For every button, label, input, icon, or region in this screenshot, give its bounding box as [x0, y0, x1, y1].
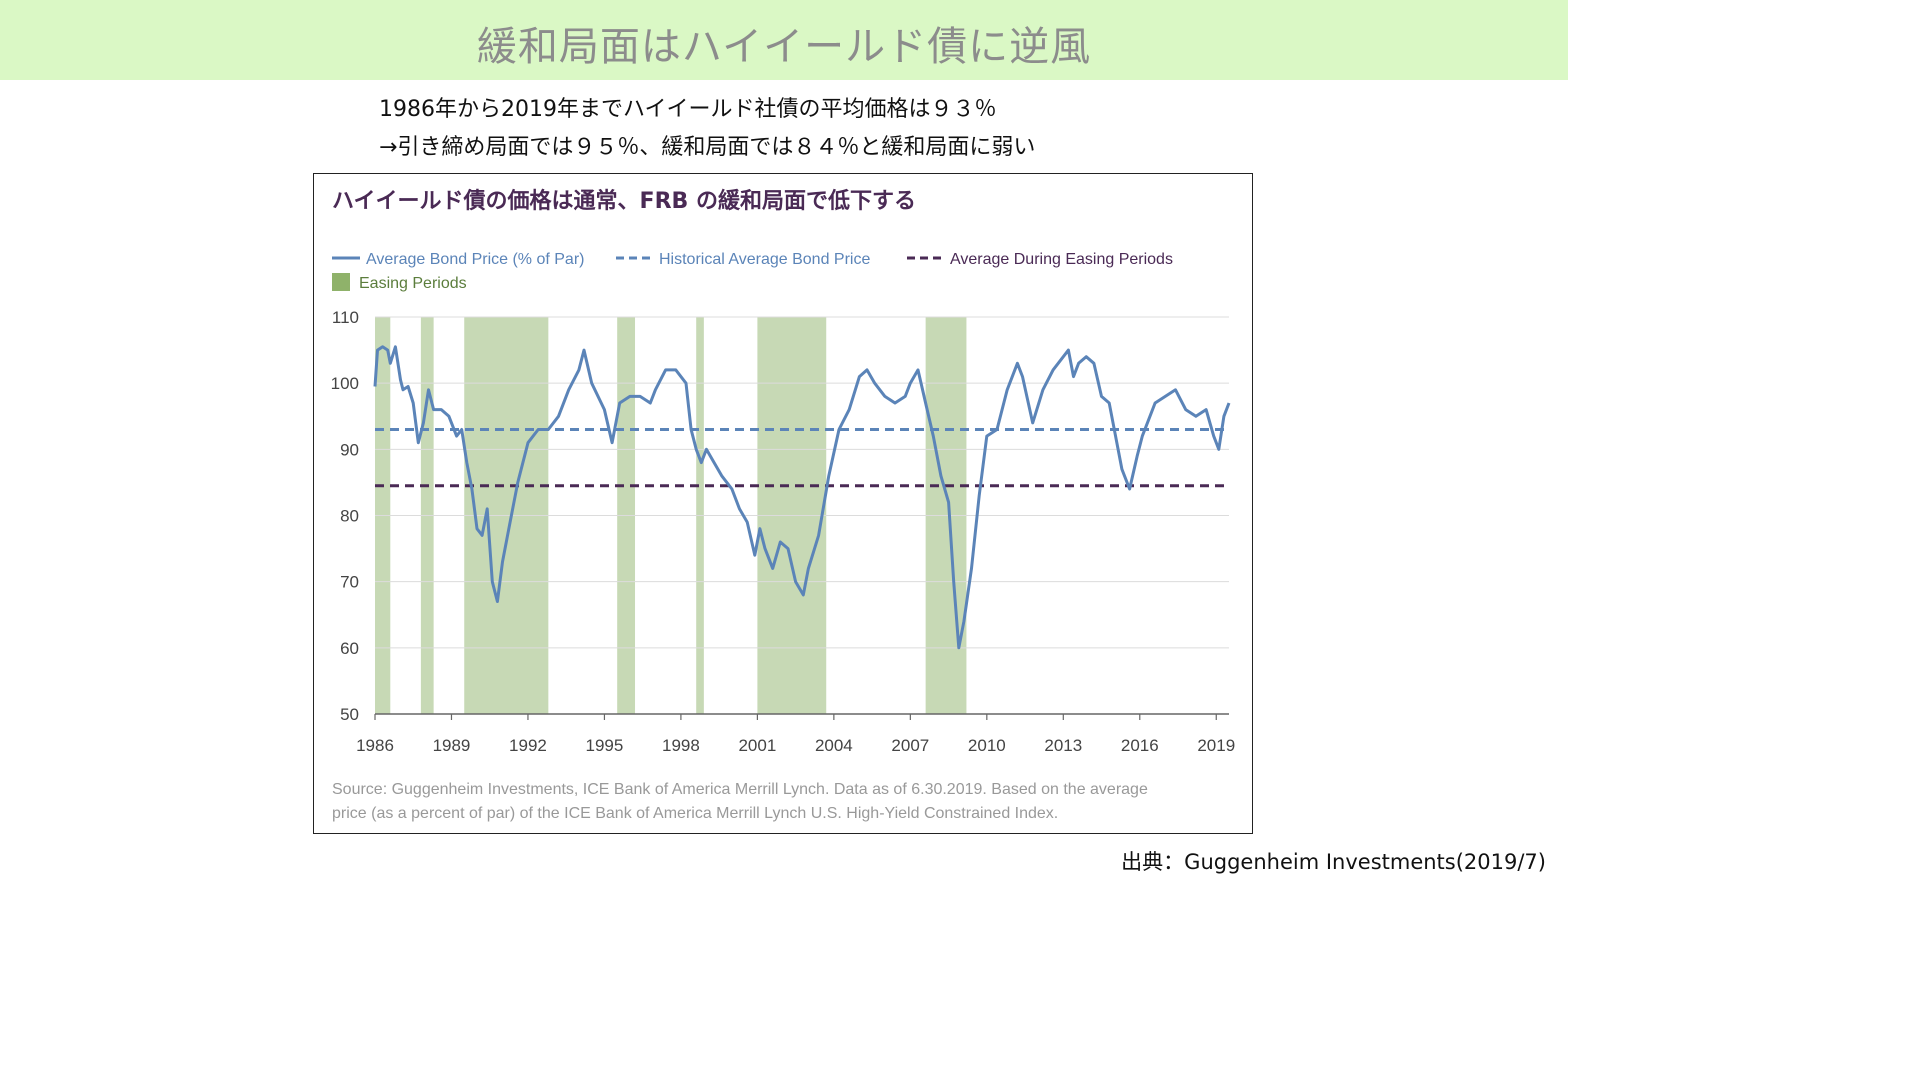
summary-line-2: →引き締め局面では９５％、緩和局面では８４％と緩和局面に弱い [379, 135, 1036, 160]
x-tick-label: 2007 [891, 736, 929, 755]
x-tick-label: 2016 [1121, 736, 1159, 755]
source-credit: 出典：Guggenheim Investments(2019/7) [1121, 850, 1546, 874]
axes: 110 100 90 80 70 60 50 1986 1989 1992 1995 1998 2001… [331, 308, 1236, 755]
page-title: 緩和局面はハイイールド債に逆風 [476, 24, 1092, 70]
chart-canvas: 110 100 90 80 70 60 50 1986 1989 1992 1995 1998 2001… [331, 188, 1236, 822]
x-tick-label: 2013 [1044, 736, 1082, 755]
y-tick-label: 50 [340, 705, 359, 724]
legend-easing-label: Easing Periods [359, 275, 467, 292]
y-tick-label: 110 [332, 308, 359, 327]
x-tick-label: 1992 [509, 736, 547, 755]
title-banner: 緩和局面はハイイールド債に逆風 [0, 0, 1568, 80]
y-tick-label: 60 [340, 639, 359, 658]
legend: Average Bond Price (% of Par) Historical… [332, 251, 1173, 292]
x-tick-label: 2019 [1197, 736, 1235, 755]
gridlines [375, 316, 1229, 649]
chart-panel: 110 100 90 80 70 60 50 1986 1989 1992 1995 1998 2001… [313, 173, 1253, 834]
y-tick-label: 70 [340, 573, 359, 592]
price-series-line [373, 345, 1231, 650]
source-note-line-2: price (as a percent of par) of the ICE B… [332, 805, 1058, 822]
x-tick-label: 1989 [433, 736, 471, 755]
y-tick-label: 80 [340, 507, 359, 526]
y-tick-label: 90 [340, 440, 359, 459]
legend-price-label: Average Bond Price (% of Par) [366, 251, 584, 268]
x-tick-label: 2004 [815, 736, 853, 755]
summary-line-1: 1986年から2019年までハイイールド社債の平均価格は９３％ [379, 97, 997, 122]
legend-easing-swatch [332, 273, 350, 291]
chart-title: ハイイールド債の価格は通常、FRB の緩和局面で低下する [332, 188, 916, 214]
x-tick-label: 2001 [738, 736, 776, 755]
legend-easing-avg-label: Average During Easing Periods [950, 251, 1173, 268]
x-tick-label: 1998 [662, 736, 700, 755]
x-tick-label: 1995 [586, 736, 624, 755]
y-tick-label: 100 [331, 374, 359, 393]
legend-historical-label: Historical Average Bond Price [659, 251, 870, 268]
x-tick-label: 1986 [356, 736, 394, 755]
x-tick-label: 2010 [968, 736, 1006, 755]
source-note-line-1: Source: Guggenheim Investments, ICE Bank… [332, 781, 1148, 798]
